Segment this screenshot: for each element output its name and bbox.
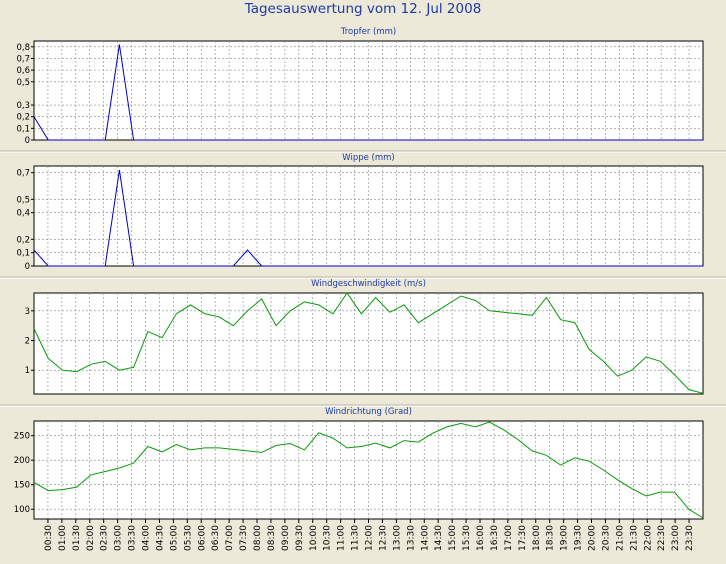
- x-tick-label: 05:30: [183, 525, 193, 551]
- x-tick-label: 06:30: [211, 525, 221, 551]
- y-tick-label: 3: [25, 307, 30, 317]
- y-tick-label: 0,4: [16, 209, 30, 219]
- x-tick-label: 01:00: [58, 525, 68, 551]
- x-tick-label: 15:30: [462, 525, 472, 551]
- y-tick-label: 0,7: [16, 169, 30, 179]
- series-line: [33, 169, 703, 267]
- x-tick-label: 09:30: [295, 525, 305, 551]
- y-tick-label: 0,5: [16, 78, 30, 88]
- x-tick-label: 09:00: [281, 525, 291, 551]
- chart-title: Tagesauswertung vom 12. Jul 2008: [244, 1, 482, 17]
- x-tick-label: 13:30: [406, 525, 416, 551]
- x-tick-label: 17:00: [504, 525, 514, 551]
- y-tick-label: 1: [25, 366, 30, 376]
- x-tick-label: 15:00: [448, 525, 458, 551]
- y-tick-label: 200: [14, 456, 30, 466]
- x-tick-label: 22:30: [657, 525, 667, 551]
- y-tick-label: 0,2: [16, 235, 30, 245]
- y-tick-label: 0,3: [16, 101, 30, 111]
- y-tick-label: 0,5: [16, 195, 30, 205]
- x-tick-label: 18:30: [546, 525, 556, 551]
- x-tick-label: 16:00: [476, 525, 486, 551]
- series-line: [33, 44, 703, 141]
- panel-title: Windgeschwindigkeit (m/s): [311, 279, 426, 289]
- panel-title: Wippe (mm): [342, 153, 395, 163]
- y-tick-label: 0,1: [16, 124, 30, 134]
- y-tick-label: 2: [25, 337, 30, 347]
- x-tick-label: 03:00: [114, 525, 124, 551]
- x-tick-label: 00:30: [44, 525, 54, 551]
- panel-1: 0 0,10,2 0,3 0,5 0,6 0,70,8 Tropfer (mm): [16, 27, 704, 146]
- x-tick-label: 17:30: [518, 525, 528, 551]
- x-tick-label: 21:00: [615, 525, 625, 551]
- x-tick-label: 19:00: [560, 525, 570, 551]
- x-tick-label: 22:00: [643, 525, 653, 551]
- x-tick-label: 10:30: [323, 525, 333, 551]
- y-tick-label: 250: [14, 432, 30, 442]
- x-tick-label: 23:00: [671, 525, 681, 551]
- x-tick-label: 07:30: [239, 525, 249, 551]
- y-tick-label: 0: [25, 136, 30, 146]
- x-tick-label: 12:30: [378, 525, 388, 551]
- y-tick-label: 150: [14, 481, 30, 491]
- x-tick-label: 01:30: [72, 525, 82, 551]
- x-tick-label: 11:00: [337, 525, 347, 551]
- series-line: [33, 421, 704, 519]
- x-tick-label: 10:00: [309, 525, 319, 551]
- x-axis: 00:30 01:00 01:30 02:00 02:30 03:00 03:30 04:00…: [44, 519, 695, 551]
- series-line: [33, 292, 704, 394]
- y-tick-label: 0,2: [16, 113, 30, 123]
- x-tick-label: 23:30: [685, 525, 695, 551]
- x-tick-label: 20:30: [601, 525, 611, 551]
- x-tick-label: 20:00: [588, 525, 598, 551]
- y-tick-label: 0,8: [16, 43, 30, 53]
- y-tick-label: 0,1: [16, 249, 30, 259]
- panel-2: 0 0,1 0,2 0,4 0,5 0,7 Wippe (mm): [16, 153, 704, 272]
- x-tick-label: 05:00: [169, 525, 179, 551]
- x-tick-label: 02:00: [86, 525, 96, 551]
- x-tick-label: 18:00: [532, 525, 542, 551]
- x-tick-label: 02:30: [100, 525, 110, 551]
- x-tick-label: 04:30: [155, 525, 165, 551]
- x-tick-label: 07:00: [225, 525, 235, 551]
- x-tick-label: 08:00: [253, 525, 263, 551]
- x-tick-label: 12:00: [365, 525, 375, 551]
- x-tick-label: 04:00: [142, 525, 152, 551]
- x-tick-label: 06:00: [197, 525, 207, 551]
- x-tick-label: 11:30: [351, 525, 361, 551]
- panel-title: Windrichtung (Grad): [325, 407, 412, 417]
- x-tick-label: 14:00: [420, 525, 430, 551]
- panel-title: Tropfer (mm): [340, 27, 396, 37]
- y-tick-label: 100: [14, 505, 30, 515]
- x-tick-label: 08:30: [267, 525, 277, 551]
- x-tick-label: 21:30: [629, 525, 639, 551]
- x-tick-label: 16:30: [490, 525, 500, 551]
- panel-3: 1 2 3 Windgeschwindigkeit (m/s): [25, 279, 704, 395]
- x-tick-label: 14:30: [434, 525, 444, 551]
- y-tick-label: 0,6: [16, 66, 30, 76]
- x-tick-label: 13:00: [392, 525, 402, 551]
- panel-4: 100 150 200 250 Windrichtung (Grad): [14, 407, 704, 520]
- x-tick-label: 03:30: [128, 525, 138, 551]
- x-tick-label: 19:30: [574, 525, 584, 551]
- y-tick-label: 0,7: [16, 54, 30, 64]
- y-tick-label: 0: [25, 262, 30, 272]
